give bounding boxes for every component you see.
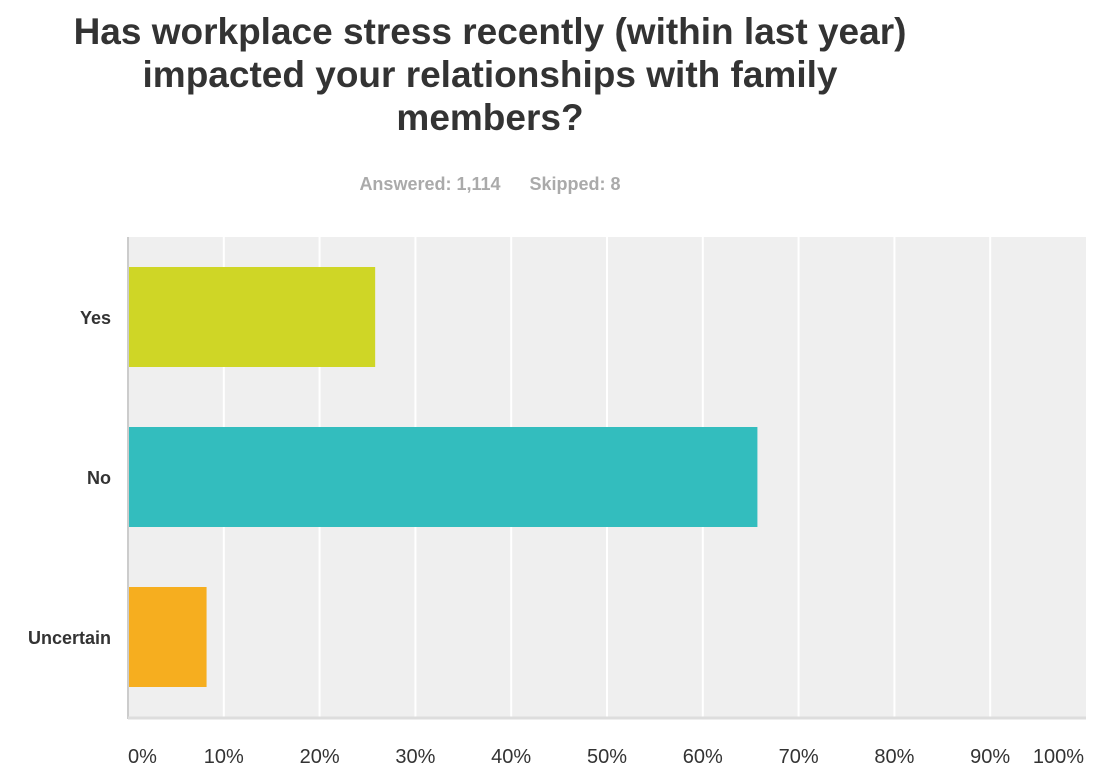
bar-uncertain xyxy=(129,587,207,687)
response-stats: Answered: 1,114 Skipped: 8 xyxy=(60,174,920,195)
category-label: Yes xyxy=(80,308,111,328)
chart-title: Has workplace stress recently (within la… xyxy=(73,11,907,138)
x-tick-label: 50% xyxy=(587,746,627,768)
x-tick-label: 60% xyxy=(683,746,723,768)
x-tick-label: 80% xyxy=(874,746,914,768)
x-tick-label: 30% xyxy=(395,746,435,768)
x-tick-label: 40% xyxy=(491,746,531,768)
answered-count: Answered: 1,114 xyxy=(359,174,501,194)
category-label: No xyxy=(87,468,111,488)
x-tick-label: 70% xyxy=(779,746,819,768)
category-label: Uncertain xyxy=(28,628,111,648)
x-tick-label: 100% xyxy=(1033,746,1084,768)
skipped-count: Skipped: 8 xyxy=(529,174,621,194)
bar-no xyxy=(129,427,758,527)
x-tick-label: 20% xyxy=(300,746,340,768)
x-tick-label: 90% xyxy=(970,746,1010,768)
x-tick-label: 10% xyxy=(204,746,244,768)
bar-yes xyxy=(129,267,376,367)
x-tick-label: 0% xyxy=(128,746,157,768)
